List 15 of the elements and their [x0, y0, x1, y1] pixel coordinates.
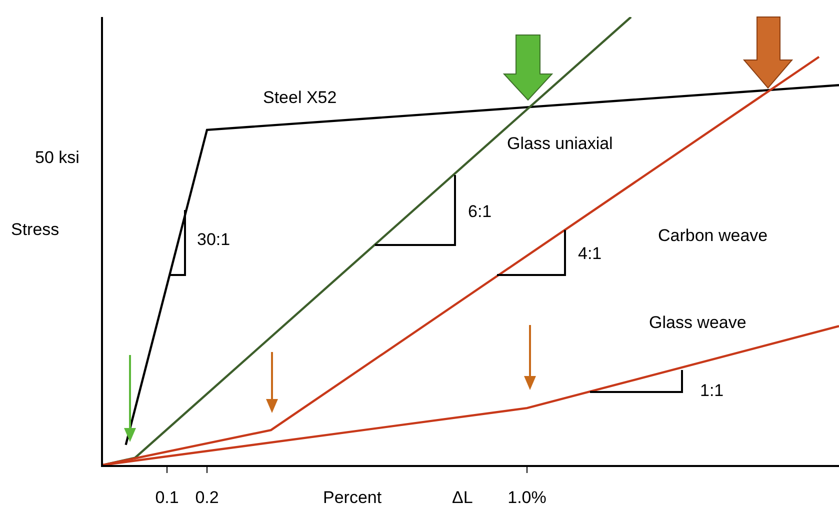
- x-tick-label: 1.0%: [508, 488, 546, 507]
- x-tick-label: 0.2: [195, 488, 219, 507]
- text: 50 ksi: [35, 148, 80, 167]
- text: ΔL: [452, 488, 473, 507]
- series-label: Glass weave: [649, 313, 746, 332]
- text: Carbon weave: [658, 226, 768, 245]
- annotation: 4:1: [578, 244, 602, 263]
- annotation: 1:1: [700, 381, 724, 400]
- series-label: Steel X52: [263, 88, 337, 107]
- x-tick-label: 0.1: [155, 488, 179, 507]
- series-label: Glass uniaxial: [507, 134, 613, 153]
- annotation: 6:1: [468, 202, 492, 221]
- annotation: 30:1: [197, 230, 230, 249]
- x-axis-title: Percent: [323, 488, 382, 507]
- y-axis-title: Stress: [11, 220, 60, 239]
